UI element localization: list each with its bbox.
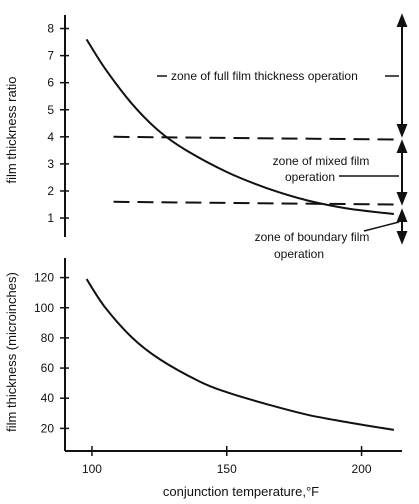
lower-series-group: [85, 278, 395, 431]
lower-y-tick-label: 60: [41, 361, 55, 375]
lower-y-tick-label: 80: [41, 331, 55, 345]
upper-y-tick-label: 7: [47, 49, 54, 63]
lower-panel: 20 40 60 80 100 120 100 150 200 film thickness …: [4, 258, 402, 499]
upper-y-tick-label: 6: [47, 76, 54, 90]
upper-y-tick-label: 1: [47, 211, 54, 225]
lower-y-axis-title: film thickness (microinches): [4, 272, 19, 432]
zone-boundary-arrow-down: [396, 231, 408, 245]
x-axis-title: conjunction temperature,°F: [163, 484, 319, 499]
leader-boundary-film: [363, 221, 400, 232]
lower-y-tick-label: 120: [34, 271, 54, 285]
upper-series-line-2-dashed: [113, 135, 397, 141]
upper-series-line-1: [85, 38, 395, 215]
upper-y-tick-label: 8: [47, 22, 54, 36]
lower-y-tick-label: 100: [34, 301, 54, 315]
x-tick-label: 200: [352, 462, 372, 476]
x-tick-label: 150: [217, 462, 237, 476]
zone-brackets: [396, 13, 408, 245]
lower-y-tick-label: 20: [41, 421, 55, 435]
lower-series-line-1: [85, 278, 395, 431]
upper-y-tick-label: 4: [47, 130, 54, 144]
annotation-boundary-film-2: operation: [274, 247, 324, 261]
upper-panel: 1 2 3 4 5 6 7 8 film thickness ratio zone of fu…: [4, 13, 408, 261]
upper-series-group: [85, 38, 397, 215]
upper-y-axis-title: film thickness ratio: [4, 77, 19, 184]
annotation-mixed-film-2: operation: [285, 170, 335, 184]
zone-boundary-arrow-up: [396, 208, 408, 222]
annotation-mixed-film-1: zone of mixed film: [273, 154, 370, 168]
zone-full-arrow-down: [396, 124, 408, 138]
zone-mixed-arrow-up: [396, 139, 408, 153]
lower-y-tick-label: 40: [41, 391, 55, 405]
upper-y-tick-label: 5: [47, 103, 54, 117]
lower-y-ticks: 20 40 60 80 100 120: [34, 271, 69, 435]
upper-series-line-3-dashed: [113, 200, 397, 206]
lower-x-ticks: 100 150 200: [82, 446, 372, 476]
zone-mixed-arrow-down: [396, 192, 408, 206]
annotation-full-film: zone of full film thickness operation: [171, 69, 358, 83]
upper-y-tick-label: 2: [47, 184, 54, 198]
annotation-boundary-film-1: zone of boundary film: [255, 230, 370, 244]
upper-y-tick-label: 3: [47, 157, 54, 171]
x-tick-label: 100: [82, 462, 102, 476]
upper-y-ticks: 1 2 3 4 5 6 7 8: [47, 22, 69, 225]
zone-full-arrow-up: [396, 13, 408, 27]
